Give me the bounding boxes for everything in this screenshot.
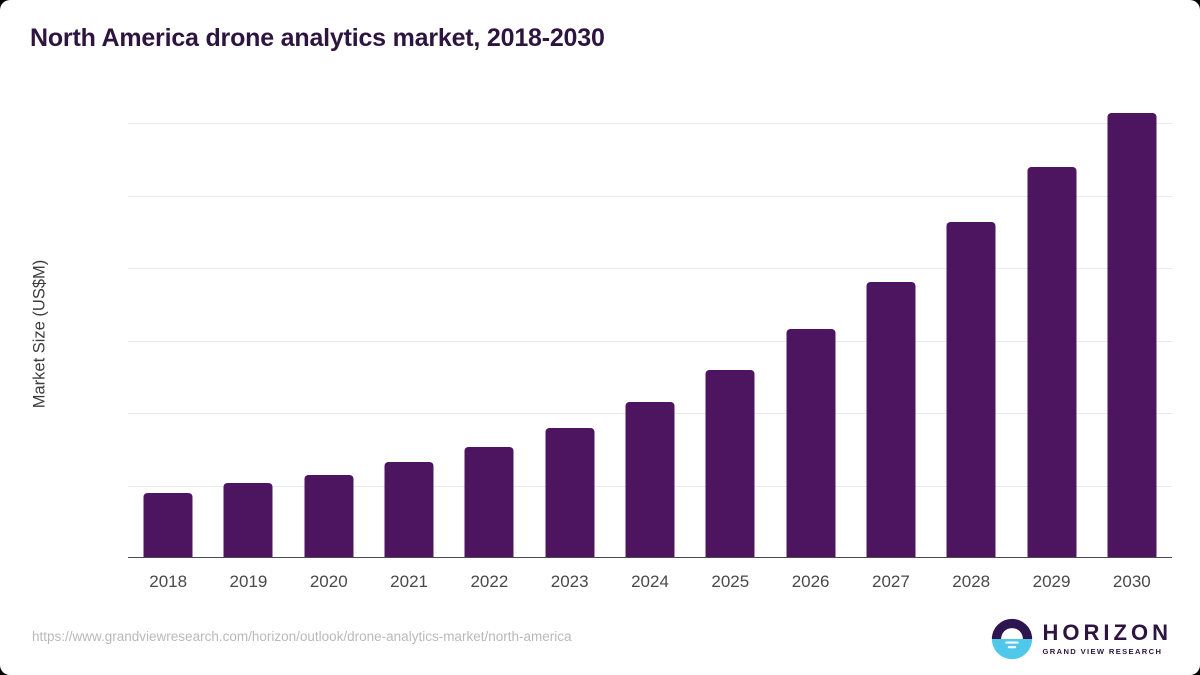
x-axis-tick-label: 2022 — [470, 572, 509, 591]
x-axis-tick-label: 2023 — [550, 572, 589, 591]
bar-group[interactable]: 2024 — [610, 110, 690, 591]
logo-tagline: GRAND VIEW RESEARCH — [1042, 647, 1163, 657]
bar[interactable] — [304, 475, 354, 558]
x-axis-tick-label: 2025 — [711, 572, 750, 591]
bar[interactable] — [866, 281, 916, 558]
gridline — [128, 195, 1172, 197]
bar[interactable] — [786, 329, 836, 558]
x-axis-tick-label: 2028 — [952, 572, 991, 591]
bar-group[interactable]: 2018 — [128, 110, 208, 591]
gridline — [128, 340, 1172, 342]
bar-group[interactable]: 2030 — [1092, 110, 1172, 591]
source-url: https://www.grandviewresearch.com/horizo… — [32, 629, 572, 644]
bar[interactable] — [223, 482, 273, 558]
bar[interactable] — [705, 369, 755, 558]
bar-group[interactable]: 2021 — [369, 110, 449, 591]
bar-group[interactable]: 2025 — [690, 110, 770, 591]
horizon-logo: HORIZON GRAND VIEW RESEARCH — [991, 618, 1172, 660]
bar[interactable] — [946, 221, 996, 558]
gridline — [128, 123, 1172, 124]
x-axis-tick-label: 2027 — [872, 572, 910, 591]
horizon-sunrise-circle-icon — [991, 618, 1032, 660]
bar-group[interactable]: 2029 — [1011, 110, 1091, 591]
x-axis-tick-label: 2029 — [1032, 572, 1071, 591]
x-axis-tick-label: 2019 — [229, 572, 268, 591]
bar[interactable] — [1027, 167, 1077, 558]
bar-group[interactable]: 2026 — [770, 110, 850, 591]
bar-group[interactable]: 2020 — [289, 110, 369, 591]
bar-group[interactable]: 2023 — [530, 110, 610, 591]
bar-group[interactable]: 2022 — [449, 110, 529, 591]
bar-group[interactable]: 2019 — [208, 110, 288, 591]
logo-wordmark: HORIZON — [1042, 620, 1172, 646]
x-axis-tick-label: 2021 — [390, 572, 428, 591]
bar[interactable] — [625, 401, 675, 558]
plot-area: 02.5k5k7.5k10k12.5k15k 20182019202020212… — [31, 110, 1172, 591]
x-axis-tick-label: 2026 — [791, 572, 830, 591]
bar[interactable] — [384, 462, 434, 558]
bar-group[interactable]: 2028 — [931, 110, 1011, 591]
logo-text: HORIZON GRAND VIEW RESEARCH — [1043, 622, 1172, 656]
bar[interactable] — [464, 446, 514, 558]
bar[interactable] — [143, 493, 193, 558]
x-axis-line — [128, 556, 1172, 558]
x-axis-tick-label: 2030 — [1112, 572, 1151, 591]
y-axis-title: Market Size (US$M) — [30, 259, 49, 409]
bar-group[interactable]: 2027 — [851, 110, 931, 591]
x-axis-tick-label: 2020 — [309, 572, 348, 591]
x-axis-tick-label: 2018 — [149, 572, 188, 591]
gridline — [128, 268, 1172, 269]
bar[interactable] — [545, 427, 595, 558]
page-title: North America drone analytics market, 20… — [30, 24, 605, 52]
bar[interactable] — [1107, 112, 1157, 558]
x-axis-tick-label: 2024 — [631, 572, 669, 591]
